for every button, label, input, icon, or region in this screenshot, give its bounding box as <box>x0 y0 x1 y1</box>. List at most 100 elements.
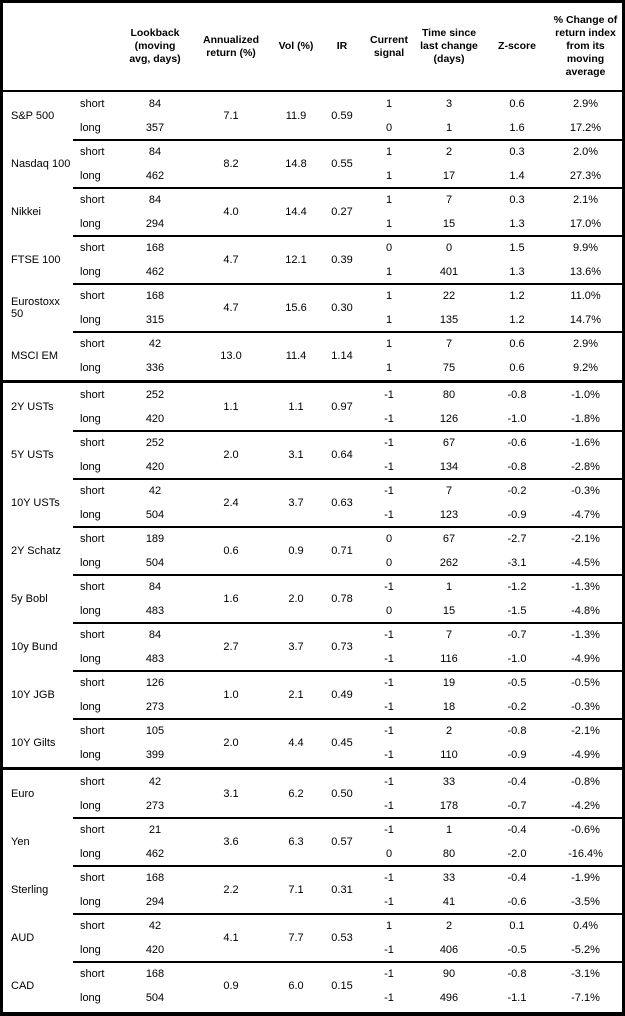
pct-change-short-value: -1.0% <box>571 389 600 401</box>
annualized-return-value: 1.1 <box>223 401 239 413</box>
pct-change-long-value: 13.6% <box>569 266 602 278</box>
row-label-long: long <box>80 749 101 761</box>
row-label-long: long <box>80 896 101 908</box>
time-since-short-value: 33 <box>442 776 456 788</box>
lookback-long-value: 420 <box>145 944 165 956</box>
row-label-long: long <box>80 314 101 326</box>
pct-change-short-value: -1.6% <box>571 437 600 449</box>
time-since-long-value: 135 <box>439 314 459 326</box>
lookback-long-value: 357 <box>145 122 165 134</box>
lookback-long-value: 420 <box>145 413 165 425</box>
time-since-long-value: 41 <box>442 896 456 908</box>
row-label-long: long <box>80 800 101 812</box>
lookback-short-value: 126 <box>145 677 165 689</box>
asset-name: Sterling <box>11 884 49 896</box>
asset-group: 2Y Schatz short long 189 504 0.6 0.9 0.7… <box>3 526 622 575</box>
pct-change-long-value: -2.8% <box>571 461 600 473</box>
zscore-long-value: -2.0 <box>507 848 527 860</box>
lookback-long-value: 294 <box>145 896 165 908</box>
ir-value: 0.64 <box>331 449 353 461</box>
signal-long-value: 1 <box>385 362 393 374</box>
lookback-short-value: 168 <box>145 242 165 254</box>
asset-name: MSCI EM <box>11 350 59 362</box>
annualized-return-value: 0.9 <box>223 980 239 992</box>
asset-name: 10Y USTs <box>11 497 60 509</box>
zscore-long-value: -0.6 <box>507 896 527 908</box>
time-since-long-value: 116 <box>440 653 458 665</box>
pct-change-short-value: -0.3% <box>571 485 600 497</box>
row-label-long: long <box>80 122 101 134</box>
annualized-return-value: 4.7 <box>223 254 239 266</box>
signal-long-value: 1 <box>385 266 393 278</box>
signal-short-value: -1 <box>384 437 394 449</box>
signal-long-value: -1 <box>384 749 394 761</box>
time-since-short-value: 2 <box>445 920 453 932</box>
pct-change-long-value: -4.5% <box>571 557 600 569</box>
vol-value: 15.6 <box>285 302 307 314</box>
annualized-return-value: 4.0 <box>223 206 239 218</box>
section-bonds: 2Y USTs short long 252 420 1.1 1.1 0.97 … <box>3 380 622 767</box>
row-label-long: long <box>80 653 101 665</box>
lookback-long-value: 273 <box>145 800 165 812</box>
pct-change-long-value: -1.8% <box>571 413 600 425</box>
annualized-return-value: 2.0 <box>223 449 239 461</box>
row-label-long: long <box>80 509 101 521</box>
signal-short-value: -1 <box>384 389 394 401</box>
col-header-current-signal: Current signal <box>370 33 408 59</box>
time-since-short-value: 33 <box>442 872 456 884</box>
signal-short-value: -1 <box>384 677 394 689</box>
asset-group: 5Y USTs short long 252 420 2.0 3.1 0.64 … <box>3 430 622 479</box>
time-since-short-value: 0 <box>445 242 453 254</box>
time-since-long-value: 15 <box>442 218 456 230</box>
time-since-short-value: 3 <box>445 98 453 110</box>
time-since-short-value: 19 <box>442 677 456 689</box>
row-label-long: long <box>80 848 101 860</box>
pct-change-short-value: -3.1% <box>571 968 600 980</box>
time-since-short-value: 7 <box>445 629 453 641</box>
zscore-long-value: -1.0 <box>507 653 527 665</box>
asset-name: Nasdaq 100 <box>11 158 71 170</box>
zscore-short-value: -1.2 <box>507 581 527 593</box>
time-since-long-value: 134 <box>439 461 459 473</box>
asset-group: AUD short long 42 420 4.1 7.7 0.53 1 -1 … <box>3 913 622 962</box>
row-label-short: short <box>80 629 105 641</box>
ir-value: 0.31 <box>331 884 353 896</box>
pct-change-long-value: -4.2% <box>571 800 600 812</box>
asset-name: CAD <box>11 980 35 992</box>
row-label-short: short <box>80 968 105 980</box>
lookback-long-value: 462 <box>145 848 165 860</box>
vol-value: 11.9 <box>285 110 307 122</box>
pct-change-short-value: -0.5% <box>571 677 600 689</box>
signal-short-value: 1 <box>385 98 393 110</box>
row-label-long: long <box>80 605 101 617</box>
annualized-return-value: 4.1 <box>223 932 239 944</box>
signal-short-value: 1 <box>385 146 393 158</box>
row-label-short: short <box>80 581 105 593</box>
signal-long-value: -1 <box>384 701 394 713</box>
col-header-annualized-return: Annualized return (%) <box>202 33 259 59</box>
asset-group: Nasdaq 100 short long 84 462 8.2 14.8 0.… <box>3 139 622 188</box>
pct-change-short-value: -2.1% <box>571 725 600 737</box>
signal-short-value: -1 <box>384 872 394 884</box>
zscore-long-value: -0.8 <box>507 461 527 473</box>
ir-value: 0.30 <box>331 302 353 314</box>
row-label-short: short <box>80 290 105 302</box>
zscore-short-value: -0.4 <box>507 824 527 836</box>
lookback-short-value: 84 <box>148 194 162 206</box>
zscore-short-value: 0.6 <box>509 98 525 110</box>
asset-name: 5Y USTs <box>11 449 54 461</box>
annualized-return-value: 4.7 <box>223 302 239 314</box>
lookback-short-value: 42 <box>148 485 162 497</box>
header-row: Lookback (moving avg, days) Annualized r… <box>3 3 622 92</box>
ir-value: 0.78 <box>331 593 353 605</box>
row-label-long: long <box>80 461 101 473</box>
asset-group: Yen short long 21 462 3.6 6.3 0.57 -1 0 … <box>3 817 622 866</box>
time-since-short-value: 7 <box>445 338 453 350</box>
time-since-long-value: 80 <box>442 848 456 860</box>
row-label-long: long <box>80 413 101 425</box>
pct-change-long-value: -16.4% <box>568 848 603 860</box>
time-since-long-value: 1 <box>445 122 453 134</box>
signal-short-value: -1 <box>384 725 394 737</box>
lookback-long-value: 483 <box>145 605 165 617</box>
signal-long-value: 0 <box>385 605 393 617</box>
